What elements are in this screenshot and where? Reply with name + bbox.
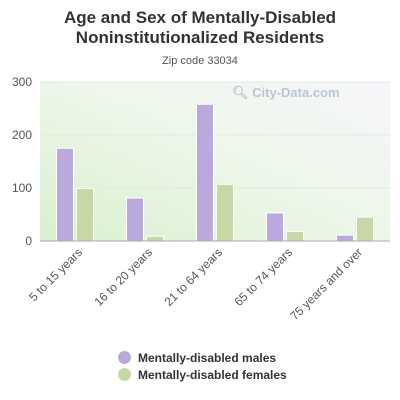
bar-females[interactable] bbox=[356, 216, 374, 242]
legend: Mentally-disabled males Mentally-disable… bbox=[118, 349, 287, 383]
chart-title: Age and Sex of Mentally-Disabled Noninst… bbox=[63, 8, 337, 47]
legend-swatch-females bbox=[118, 368, 131, 381]
y-tick-label: 300 bbox=[12, 75, 32, 89]
legend-label-males: Mentally-disabled males bbox=[138, 350, 277, 365]
bar-females[interactable] bbox=[216, 183, 234, 242]
y-tick-label: 200 bbox=[12, 128, 32, 142]
watermark-text: City-Data.com bbox=[252, 85, 340, 100]
x-tick-label: 16 to 20 years bbox=[91, 245, 155, 309]
bar-males[interactable] bbox=[336, 234, 354, 242]
bar-males[interactable] bbox=[56, 147, 74, 242]
bar-females[interactable] bbox=[76, 188, 94, 242]
x-tick-label: 21 to 64 years bbox=[161, 245, 225, 309]
y-tick-label: 0 bbox=[25, 234, 32, 248]
watermark: 🔍︎ City-Data.com bbox=[232, 85, 340, 101]
magnifier-icon: 🔍︎ bbox=[232, 85, 249, 100]
bar-males[interactable] bbox=[196, 103, 214, 242]
bar-males[interactable] bbox=[126, 197, 144, 242]
x-tick-label: 75 years and over bbox=[287, 245, 365, 323]
bar-males[interactable] bbox=[266, 212, 284, 242]
x-tick-label: 65 to 74 years bbox=[231, 245, 295, 309]
legend-item-females: Mentally-disabled females bbox=[118, 366, 287, 383]
legend-item-males: Mentally-disabled males bbox=[118, 349, 287, 366]
plot-background bbox=[40, 82, 390, 241]
bar-females[interactable] bbox=[286, 230, 304, 242]
chart-subtitle: Zip code 33034 bbox=[162, 55, 238, 67]
y-tick-label: 100 bbox=[12, 181, 32, 195]
bar-females[interactable] bbox=[146, 235, 164, 242]
legend-label-females: Mentally-disabled females bbox=[138, 367, 287, 382]
x-tick-label: 5 to 15 years bbox=[26, 245, 85, 304]
legend-swatch-males bbox=[118, 351, 131, 364]
